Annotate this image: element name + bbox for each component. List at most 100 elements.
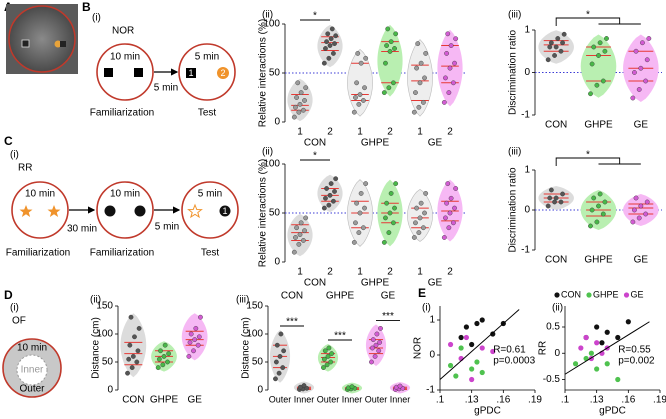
y-tick-label: 100 [96,329,113,340]
data-point [324,39,329,45]
task-name: NOR [112,26,134,37]
significance: * [586,150,590,161]
data-point [560,191,565,197]
data-point [326,345,332,351]
data-point [594,219,600,225]
x-tick-label: .13 [465,395,479,406]
data-point [445,31,451,37]
data-point [447,341,454,348]
object [54,40,62,48]
data-point [588,91,593,97]
data-point [195,342,201,348]
data-point [643,78,649,84]
data-point [362,205,367,211]
data-point [558,48,564,54]
x-tick-label: GE [634,120,649,131]
y-tick-label: 0 [429,350,435,361]
data-point [135,348,141,354]
sub-label: (ii) [262,147,273,158]
data-point [633,48,639,54]
data-point [160,362,166,368]
data-point [326,202,332,208]
data-point [186,353,192,359]
arena [96,43,154,101]
data-point [479,317,485,323]
data-point [414,205,419,211]
data-point [469,366,475,372]
object [104,68,113,77]
x-tick-label: Inner [390,394,411,404]
data-point [644,57,650,63]
data-point [158,348,163,354]
x-tick-label: Inner [342,394,363,404]
data-point [302,98,307,103]
x-tick-label: .19 [528,395,542,406]
x-tick-label: 1 [417,127,423,138]
x-tick-label: 2 [327,127,333,138]
data-point [630,219,636,225]
data-point [291,249,297,255]
data-point [358,190,364,196]
x-tick-label: 1 [417,267,423,278]
violin [580,34,617,98]
data-point [421,225,426,231]
data-point [594,324,600,330]
sub-label: (i) [92,13,101,24]
duration: 5 min [195,52,219,63]
group-label: CON [304,138,326,149]
data-point [358,60,364,66]
data-point [296,109,302,115]
object [219,205,231,217]
data-point [474,359,480,365]
data-point [441,100,447,105]
data-point [383,60,388,66]
data-point [132,334,137,340]
data-point [599,340,605,346]
sub-label: (iii) [236,295,249,306]
legend-marker [586,292,592,298]
data-point [274,342,280,348]
data-point [363,181,369,187]
data-point [198,314,203,320]
data-point [630,95,636,101]
x-tick-label: CON [545,120,567,131]
data-point [281,348,287,354]
group-label: GE [428,138,443,149]
data-point [452,60,457,66]
legend-label: GHPE [593,289,619,299]
data-point [387,49,393,54]
data-point [327,192,333,198]
data-point [329,351,335,356]
data-point [392,205,397,211]
x-tick-label: .16 [496,395,510,406]
data-point [321,205,327,211]
data-point [594,366,600,372]
data-point [353,95,358,100]
bracket [555,17,641,26]
data-point [273,376,278,382]
data-point [445,181,451,187]
data-point [369,359,374,365]
data-point [423,190,429,196]
data-point [130,353,136,359]
data-point [588,223,593,229]
sub-label: (i) [10,150,19,161]
data-point [332,189,337,194]
violin [623,194,659,226]
data-point [376,348,382,354]
data-point [393,181,399,187]
object [134,68,143,77]
data-point [301,238,306,243]
data-point [578,345,584,351]
data-point [383,215,388,221]
data-point [625,319,631,325]
x-tick-label: Inner [294,394,315,404]
data-point [572,361,579,367]
sub-label: (i) [422,303,431,314]
x-tick-label: Outer [317,394,340,404]
data-point [351,239,357,245]
data-point [291,114,297,120]
fit-line [439,309,520,380]
data-point [444,51,449,56]
violin [181,313,208,361]
